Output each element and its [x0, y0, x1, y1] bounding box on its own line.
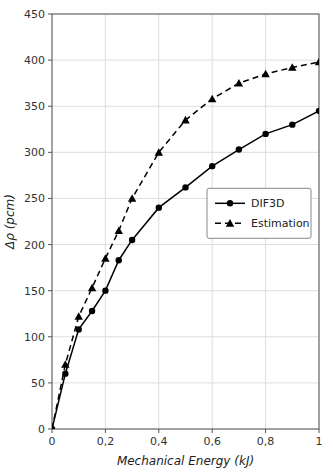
data-point [181, 116, 189, 124]
grid-line [52, 106, 319, 107]
data-point [116, 257, 122, 263]
data-point [102, 287, 108, 293]
tick [265, 429, 266, 433]
y-axis-label: Δρ (pcm) [3, 194, 17, 250]
tick [48, 429, 52, 430]
tick-label: 250 [24, 192, 45, 205]
data-point [209, 163, 215, 169]
data-point [315, 58, 319, 66]
tick [48, 198, 52, 199]
tick-label: 0 [38, 423, 45, 436]
grid-line [52, 152, 319, 153]
tick-label: 350 [24, 100, 45, 113]
legend-marker [226, 219, 234, 227]
grid-line [52, 382, 319, 383]
grid-line [105, 14, 106, 429]
grid [52, 14, 319, 429]
data-point [52, 426, 55, 429]
tick-label: 300 [24, 146, 45, 159]
tick [48, 106, 52, 107]
data-point [129, 237, 135, 243]
data-point [208, 95, 216, 103]
data-point [75, 312, 83, 320]
grid-line [52, 60, 319, 61]
data-point [156, 204, 162, 210]
plot-frame [52, 14, 319, 429]
data-point [155, 148, 163, 156]
tick-label: 450 [24, 8, 45, 21]
tick [48, 244, 52, 245]
data-point [261, 70, 269, 78]
legend-label: DIF3D [251, 197, 285, 210]
series-line [52, 62, 319, 429]
data [52, 58, 319, 429]
tick [52, 429, 53, 433]
tick-label: 200 [24, 239, 45, 252]
tick [48, 336, 52, 337]
chart: 0 0,2 0,4 0,6 0,8 1 0 50 100 150 200 250 300 350 400 45… [0, 0, 333, 475]
tick-label: 1 [316, 435, 323, 448]
tick [48, 290, 52, 291]
data-point [61, 360, 69, 368]
data-point [89, 308, 95, 314]
tick [212, 429, 213, 433]
tick-label: 100 [24, 331, 45, 344]
data-point [235, 79, 243, 87]
tick-label: 0,6 [203, 435, 221, 448]
tick [48, 60, 52, 61]
data-point [182, 184, 188, 190]
tick-label: 0,4 [150, 435, 168, 448]
tick-label: 50 [31, 377, 45, 390]
data-point [88, 284, 96, 292]
background [0, 0, 333, 475]
data-point [288, 63, 296, 71]
legend-marker [227, 200, 233, 206]
tick [158, 429, 159, 433]
legend-label: Estimation [251, 217, 310, 230]
tick-label: 0,2 [97, 435, 115, 448]
tick-label: 0 [49, 435, 56, 448]
data-point [115, 227, 123, 235]
tick-label: 0,8 [257, 435, 275, 448]
grid-line [52, 244, 319, 245]
grid-line [158, 14, 159, 429]
tick-label: 400 [24, 54, 45, 67]
tick [48, 382, 52, 383]
data-point [316, 108, 319, 114]
data-point [236, 146, 242, 152]
tick [48, 14, 52, 15]
series-line [52, 111, 319, 429]
tick [48, 152, 52, 153]
legend: DIF3D Estimation [207, 188, 311, 238]
grid-line [52, 336, 319, 337]
x-axis-label: Mechanical Energy (kJ) [117, 454, 254, 468]
data-point [101, 254, 109, 262]
data-point [128, 194, 136, 202]
tick [105, 429, 106, 433]
axes: 0 0,2 0,4 0,6 0,8 1 0 50 100 150 200 250 300 350 400 45… [24, 8, 323, 448]
legend-frame [207, 188, 311, 238]
tick [319, 429, 320, 433]
data-point [52, 425, 56, 429]
data-point [289, 121, 295, 127]
data-point [262, 131, 268, 137]
tick-label: 150 [24, 285, 45, 298]
